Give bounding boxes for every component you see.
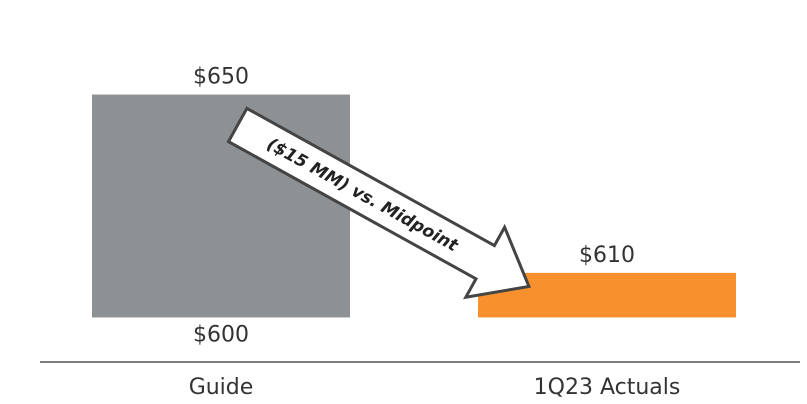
x-tick-label: 1Q23 Actuals	[534, 375, 681, 400]
value-label: $600	[193, 322, 249, 347]
bar	[92, 94, 350, 318]
value-label: $650	[193, 65, 249, 90]
value-label: $610	[579, 243, 635, 268]
x-tick-label: Guide	[189, 375, 254, 400]
